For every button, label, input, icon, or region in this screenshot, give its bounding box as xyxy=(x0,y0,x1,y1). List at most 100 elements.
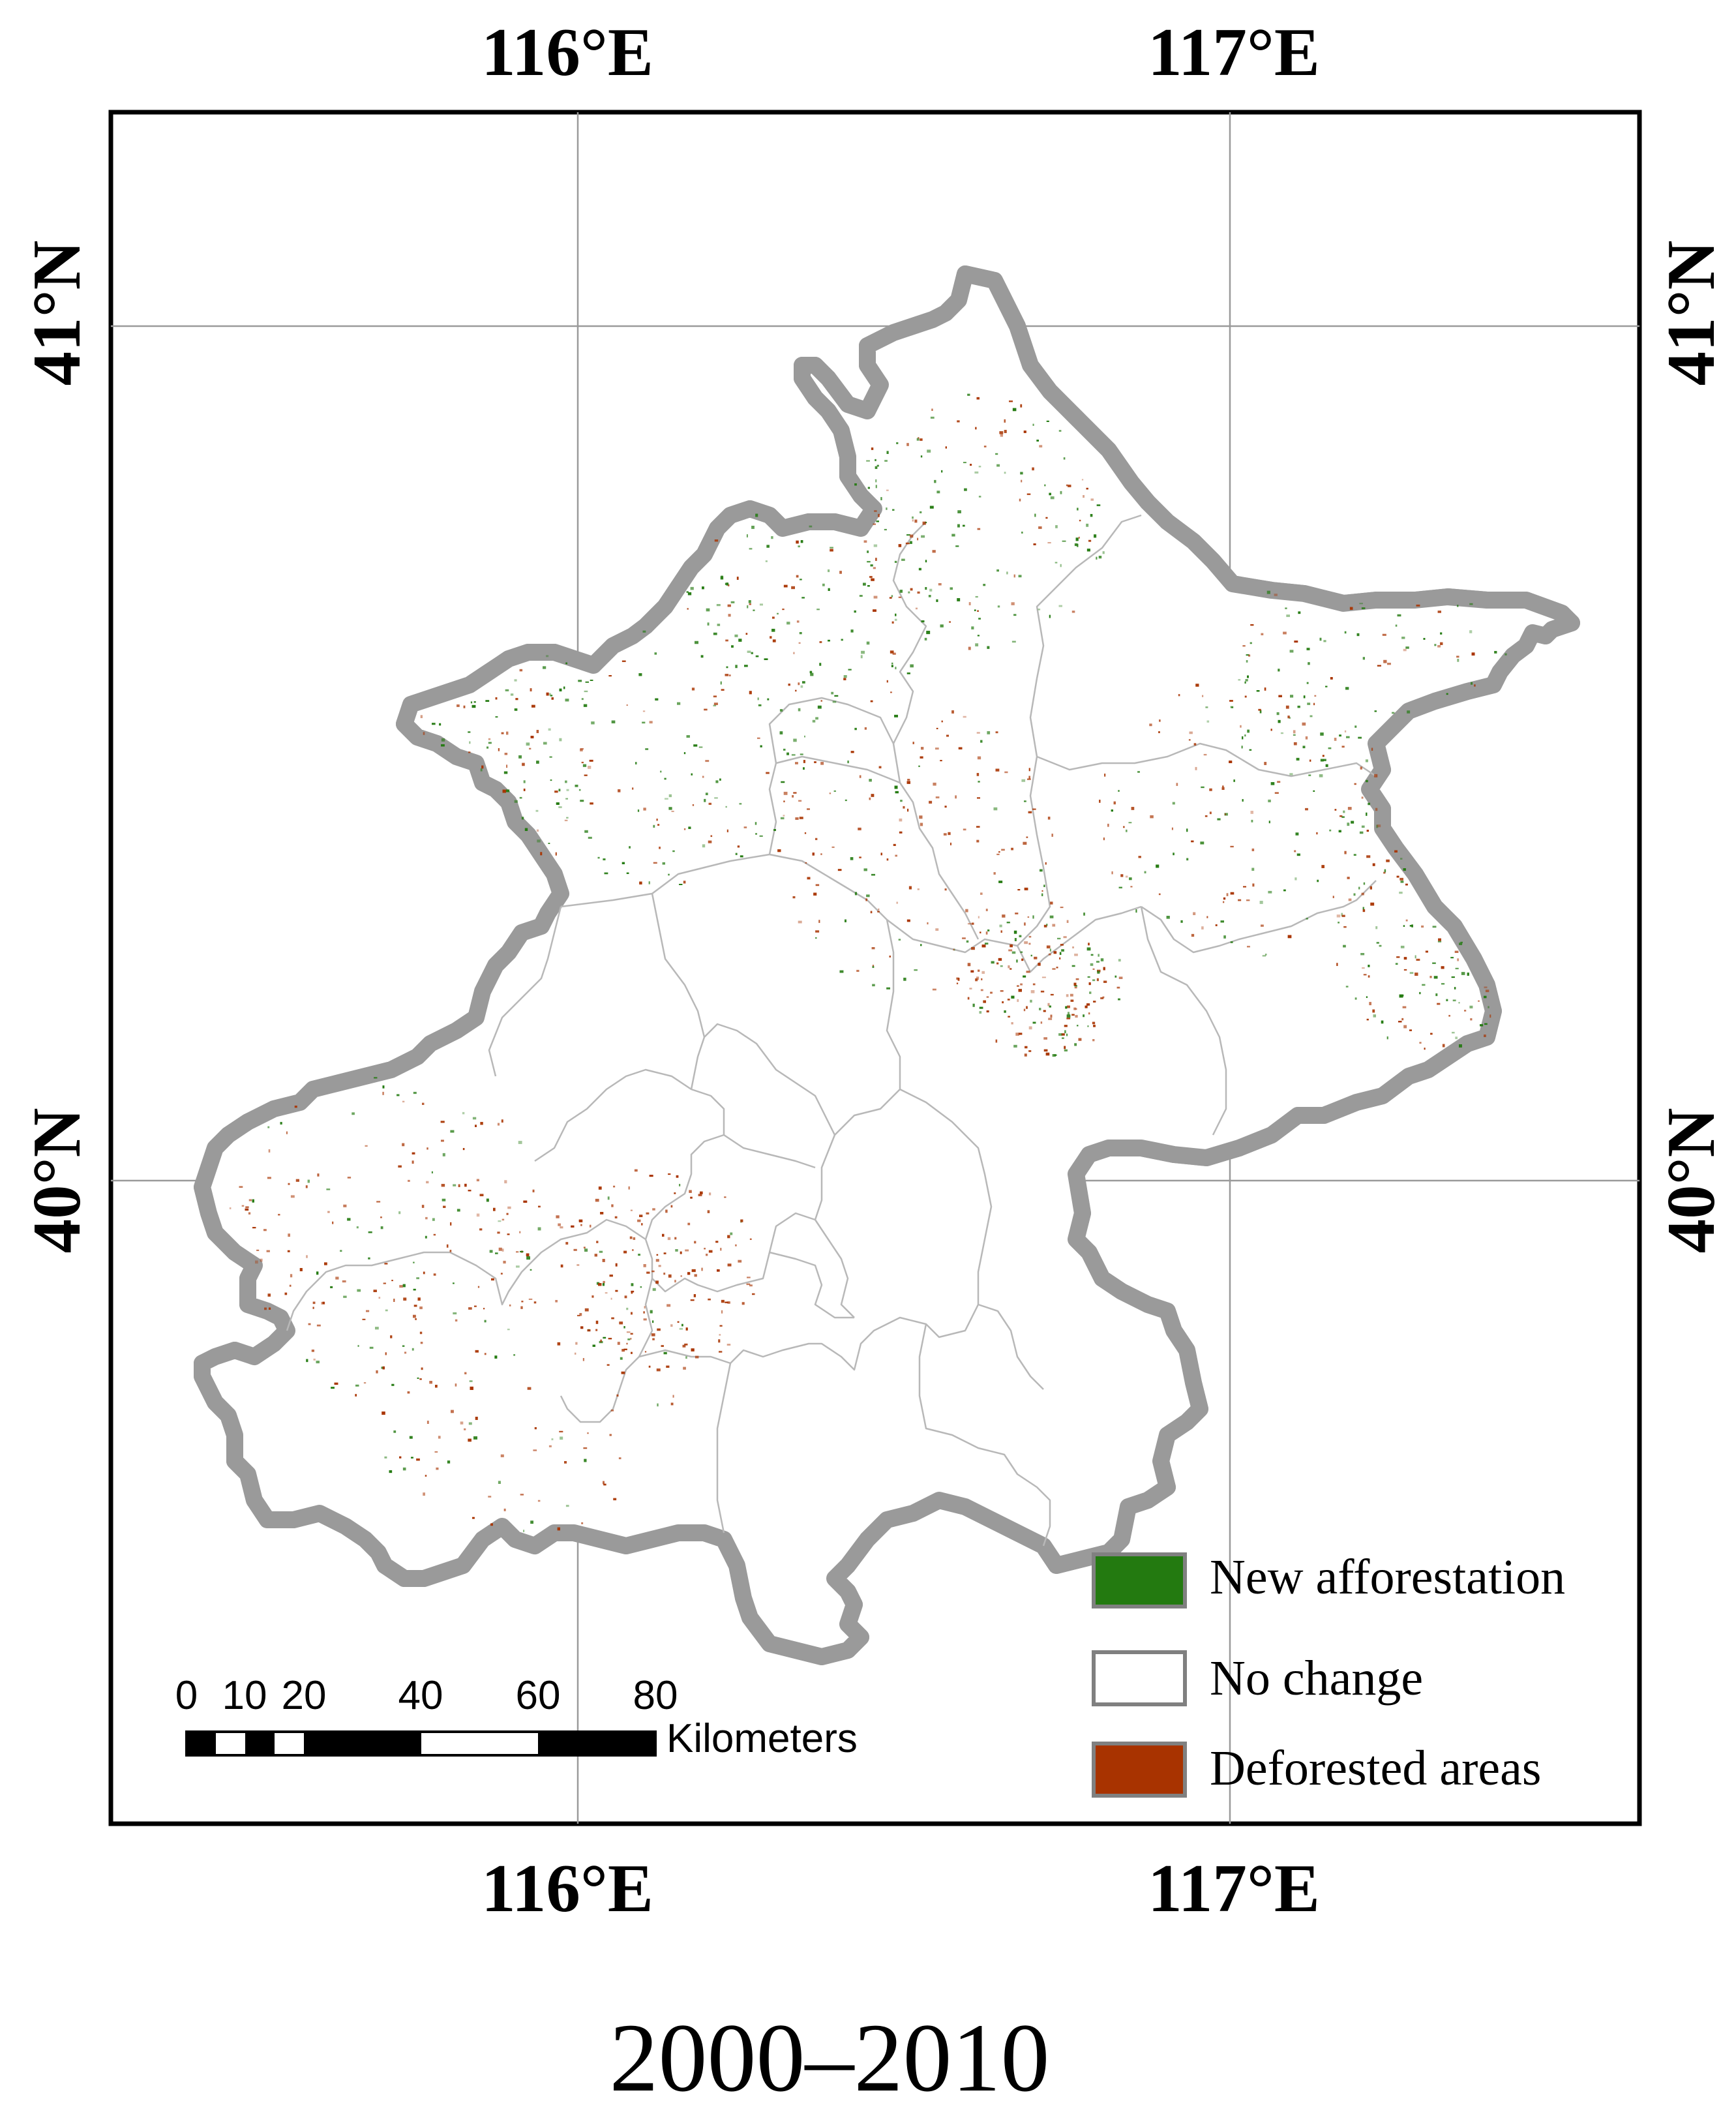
change-pixel xyxy=(962,937,966,939)
change-pixel xyxy=(423,732,425,735)
change-pixel xyxy=(810,672,814,676)
change-pixel xyxy=(412,1348,414,1351)
change-pixel xyxy=(866,460,870,462)
change-pixel xyxy=(653,862,657,864)
change-pixel xyxy=(1131,807,1135,810)
change-pixel xyxy=(1066,1033,1068,1036)
change-pixel xyxy=(520,1494,524,1496)
change-pixel xyxy=(1004,430,1007,433)
change-pixel xyxy=(1016,959,1018,963)
change-pixel xyxy=(376,1370,378,1374)
change-pixel xyxy=(389,1470,393,1473)
change-pixel xyxy=(597,856,600,859)
change-pixel xyxy=(714,539,719,542)
change-pixel xyxy=(652,1320,654,1323)
change-pixel xyxy=(623,1348,627,1350)
change-pixel xyxy=(327,1211,330,1213)
change-pixel xyxy=(1423,638,1426,640)
change-pixel xyxy=(987,731,991,734)
change-pixel xyxy=(985,909,988,911)
change-pixel xyxy=(895,791,899,794)
change-pixel xyxy=(1093,1025,1096,1027)
change-pixel xyxy=(533,1449,537,1451)
change-pixel xyxy=(266,1250,270,1252)
legend-swatch-deforested xyxy=(1092,1742,1187,1798)
change-pixel xyxy=(936,491,940,494)
change-pixel xyxy=(1320,759,1324,762)
change-pixel xyxy=(357,1289,361,1292)
change-pixel xyxy=(1290,695,1294,698)
change-pixel xyxy=(362,1318,366,1320)
change-pixel xyxy=(1414,955,1416,959)
change-pixel xyxy=(578,789,581,791)
change-pixel xyxy=(1377,824,1381,828)
change-pixel xyxy=(1338,922,1339,924)
change-pixel xyxy=(419,1331,423,1335)
change-pixel xyxy=(1395,963,1398,965)
change-pixel xyxy=(1047,1003,1050,1006)
change-pixel xyxy=(288,1233,290,1237)
change-pixel xyxy=(759,835,763,837)
change-pixel xyxy=(668,873,670,876)
change-pixel xyxy=(1058,605,1062,607)
change-pixel xyxy=(578,1219,583,1222)
change-pixel xyxy=(470,701,473,704)
change-pixel xyxy=(791,586,795,590)
change-pixel xyxy=(1334,809,1337,811)
change-pixel xyxy=(252,1227,256,1229)
change-pixel xyxy=(759,603,763,606)
change-pixel xyxy=(671,810,674,812)
change-pixel xyxy=(609,1434,612,1436)
change-pixel xyxy=(1362,907,1364,910)
change-pixel xyxy=(634,1169,638,1172)
change-pixel xyxy=(1372,1009,1375,1013)
change-pixel xyxy=(399,1456,402,1458)
change-pixel xyxy=(965,909,968,913)
change-pixel xyxy=(1099,800,1101,803)
change-pixel xyxy=(1020,951,1023,954)
change-pixel xyxy=(626,1307,629,1310)
change-pixel xyxy=(924,637,927,641)
change-pixel xyxy=(382,1085,385,1089)
change-pixel xyxy=(975,427,977,430)
change-pixel xyxy=(976,397,980,400)
change-pixel xyxy=(592,1344,595,1347)
change-pixel xyxy=(815,937,817,939)
change-pixel xyxy=(724,1196,726,1198)
change-pixel xyxy=(997,605,1000,608)
change-pixel xyxy=(1247,729,1250,733)
change-pixel xyxy=(847,761,849,764)
change-pixel xyxy=(912,516,914,519)
change-pixel xyxy=(453,1282,455,1284)
change-pixel xyxy=(1075,1015,1078,1018)
change-pixel xyxy=(565,699,569,702)
change-pixel xyxy=(1011,951,1016,954)
change-pixel xyxy=(620,1357,623,1360)
change-pixel xyxy=(1396,875,1399,878)
change-pixel xyxy=(1325,764,1328,767)
change-pixel xyxy=(1307,702,1311,705)
change-pixel xyxy=(1341,746,1345,748)
change-pixel xyxy=(530,1269,532,1271)
change-pixel xyxy=(1158,893,1161,896)
change-pixel xyxy=(630,1209,633,1211)
change-pixel xyxy=(1434,644,1437,646)
change-pixel xyxy=(1038,609,1041,611)
change-pixel xyxy=(1120,874,1124,877)
change-pixel xyxy=(667,1237,671,1241)
scale-tick-label: 20 xyxy=(282,1673,327,1718)
change-pixel xyxy=(685,1327,688,1331)
change-pixel xyxy=(498,1247,502,1251)
change-pixel xyxy=(480,768,483,772)
change-pixel xyxy=(704,798,706,802)
change-pixel xyxy=(1057,937,1061,940)
change-pixel xyxy=(416,1277,419,1280)
change-pixel xyxy=(652,1338,655,1340)
change-pixel xyxy=(1066,994,1069,997)
change-pixel xyxy=(1422,984,1426,986)
change-pixel xyxy=(1244,695,1247,698)
change-pixel xyxy=(909,541,912,544)
change-pixel xyxy=(643,1318,647,1321)
change-pixel xyxy=(356,1226,359,1229)
change-pixel xyxy=(968,646,971,650)
